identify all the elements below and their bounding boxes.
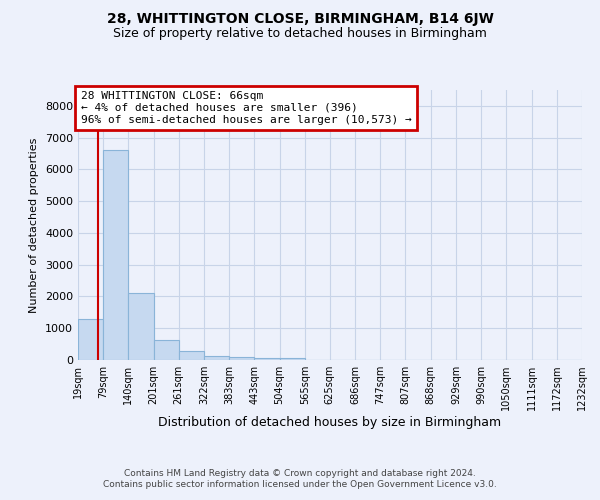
Text: Contains public sector information licensed under the Open Government Licence v3: Contains public sector information licen… — [103, 480, 497, 489]
Bar — [204, 356, 229, 360]
Bar — [128, 294, 154, 360]
Bar — [179, 351, 204, 360]
X-axis label: Distribution of detached houses by size in Birmingham: Distribution of detached houses by size … — [158, 416, 502, 429]
Bar — [78, 318, 103, 360]
Bar — [103, 150, 128, 360]
Text: Contains HM Land Registry data © Crown copyright and database right 2024.: Contains HM Land Registry data © Crown c… — [124, 468, 476, 477]
Text: 28 WHITTINGTON CLOSE: 66sqm
← 4% of detached houses are smaller (396)
96% of sem: 28 WHITTINGTON CLOSE: 66sqm ← 4% of deta… — [80, 92, 411, 124]
Bar — [154, 340, 179, 360]
Bar — [229, 357, 254, 360]
Bar — [254, 358, 280, 360]
Bar — [280, 358, 305, 360]
Text: Size of property relative to detached houses in Birmingham: Size of property relative to detached ho… — [113, 28, 487, 40]
Text: 28, WHITTINGTON CLOSE, BIRMINGHAM, B14 6JW: 28, WHITTINGTON CLOSE, BIRMINGHAM, B14 6… — [107, 12, 493, 26]
Y-axis label: Number of detached properties: Number of detached properties — [29, 138, 40, 312]
